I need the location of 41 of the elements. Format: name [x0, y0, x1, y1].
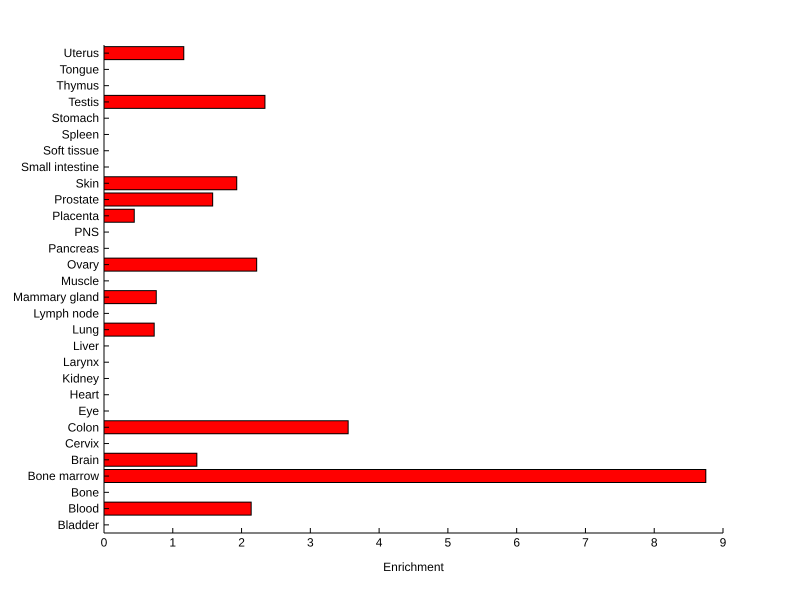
y-tick-label: Heart — [70, 388, 100, 402]
y-tick-label: Bladder — [58, 518, 99, 532]
y-tick-label: PNS — [74, 225, 99, 240]
y-tick-label: Blood — [68, 502, 99, 516]
y-tick-label: Bone marrow — [28, 469, 100, 484]
y-tick-label: Cervix — [64, 436, 99, 451]
x-tick-label: 1 — [169, 536, 176, 550]
y-tick-label: Placenta — [52, 208, 100, 223]
y-tick-label: Brain — [70, 452, 99, 467]
y-tick-label: Larynx — [62, 355, 99, 370]
y-tick-label: Lymph node — [33, 306, 100, 320]
y-tick-label: Lung — [72, 322, 99, 337]
y-tick-label: Ovary — [66, 258, 99, 272]
y-tick-label: Thymus — [56, 78, 99, 93]
x-tick-label: 2 — [238, 536, 246, 550]
y-tick-label: Small intestine — [20, 160, 100, 174]
y-tick-label: Testis — [68, 94, 99, 109]
y-tick-label: Uterus — [64, 46, 99, 60]
y-tick-label: Soft tissue — [42, 144, 100, 158]
y-tick-label: Muscle — [60, 274, 100, 288]
y-tick-label: Stomach — [52, 111, 99, 126]
x-tick-label: 4 — [376, 536, 383, 550]
x-tick-label: 5 — [444, 536, 452, 550]
y-tick-label: Eye — [78, 404, 100, 418]
x-axis-title: Enrichment — [383, 560, 445, 574]
y-tick-label: Pancreas — [48, 241, 99, 256]
y-tick-label: Liver — [72, 338, 99, 353]
y-tick-label: Colon — [68, 420, 99, 434]
y-tick-label: Skin — [76, 176, 99, 190]
y-tick-label: Prostate — [54, 192, 100, 207]
x-tick-label: 3 — [306, 536, 314, 550]
y-tick-label: Bone — [70, 485, 100, 500]
x-tick-label: 7 — [582, 536, 590, 550]
y-tick-label: Kidney — [62, 371, 99, 386]
y-tick-label: Spleen — [62, 127, 99, 142]
y-tick-label: Tongue — [60, 62, 100, 76]
y-tick-label: Mammary gland — [12, 290, 99, 304]
x-tick-label: 0 — [100, 536, 108, 550]
x-tick-label: 9 — [720, 536, 727, 550]
x-tick-label: 8 — [650, 536, 658, 550]
x-tick-label: 6 — [513, 536, 520, 550]
